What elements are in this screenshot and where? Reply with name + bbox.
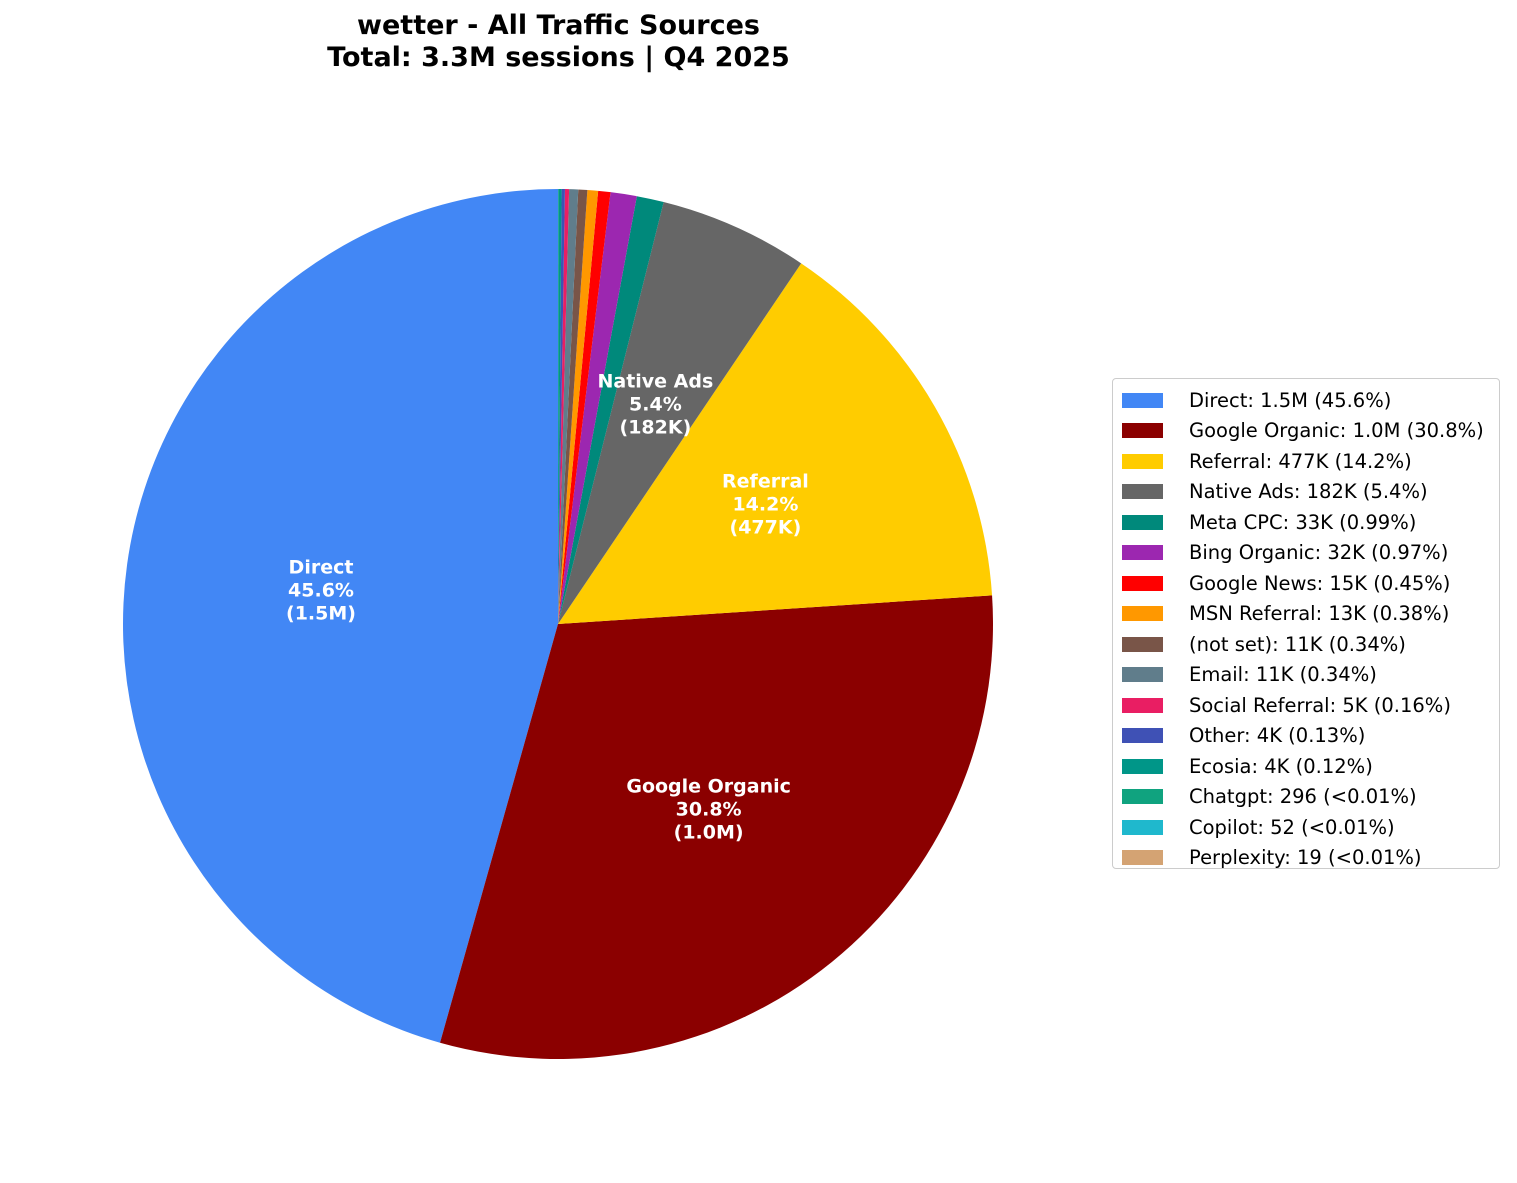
legend-item: Bing Organic: 32K (0.97%)	[1113, 538, 1499, 569]
legend-swatch	[1122, 514, 1163, 530]
legend-item: Native Ads: 182K (5.4%)	[1113, 477, 1499, 508]
chart-title-line1: wetter - All Traffic Sources	[357, 10, 760, 41]
legend-swatch	[1122, 545, 1163, 561]
legend-label: Bing Organic: 32K (0.97%)	[1189, 541, 1449, 565]
legend-swatch	[1122, 667, 1163, 683]
legend-item: Copilot: 52 (<0.01%)	[1113, 812, 1499, 843]
legend-label: Chatgpt: 296 (<0.01%)	[1189, 785, 1417, 809]
legend-swatch	[1122, 819, 1163, 835]
slice-label: Native Ads 5.4% (182K)	[597, 370, 714, 439]
legend-item: Meta CPC: 33K (0.99%)	[1113, 507, 1499, 538]
pie-slice-direct	[122, 189, 558, 1043]
pie-chart	[122, 188, 994, 1059]
pie-slice-other	[558, 189, 565, 625]
legend-item: Chatgpt: 296 (<0.01%)	[1113, 782, 1499, 813]
legend-item: Direct: 1.5M (45.6%)	[1113, 385, 1499, 416]
pie-slice-referral	[558, 263, 993, 624]
slice-label: Direct 45.6% (1.5M)	[286, 556, 356, 625]
legend-label: Ecosia: 4K (0.12%)	[1189, 754, 1373, 778]
legend-label: Google Organic: 1.0M (30.8%)	[1189, 419, 1484, 443]
pie-slice-google-organic	[440, 595, 994, 1059]
slice-label: Google Organic 30.8% (1.0M)	[626, 775, 791, 844]
chart-title: wetter - All Traffic Sources Total: 3.3M…	[0, 10, 1117, 74]
legend-label: Referral: 477K (14.2%)	[1189, 449, 1412, 473]
legend-swatch	[1122, 423, 1163, 439]
legend-swatch	[1122, 850, 1163, 866]
pie-slice-msn-referral	[558, 189, 599, 624]
legend-item: Referral: 477K (14.2%)	[1113, 446, 1499, 477]
legend-swatch	[1122, 789, 1163, 805]
pie-slice-google-news	[558, 190, 611, 624]
legend-swatch	[1122, 636, 1163, 652]
legend-label: Direct: 1.5M (45.6%)	[1189, 388, 1392, 412]
legend-swatch	[1122, 575, 1163, 591]
legend-label: Meta CPC: 33K (0.99%)	[1189, 510, 1417, 534]
legend-item: Ecosia: 4K (0.12%)	[1113, 751, 1499, 782]
legend-label: MSN Referral: 13K (0.38%)	[1189, 602, 1450, 626]
legend-swatch	[1122, 392, 1163, 408]
legend-label: Perplexity: 19 (<0.01%)	[1189, 846, 1422, 870]
pie-slice-native-ads	[558, 202, 802, 624]
legend-item: MSN Referral: 13K (0.38%)	[1113, 599, 1499, 630]
chart-title-line2: Total: 3.3M sessions | Q4 2025	[327, 42, 790, 73]
legend-swatch	[1122, 606, 1163, 622]
legend-label: Google News: 15K (0.45%)	[1189, 571, 1451, 595]
legend-swatch	[1122, 758, 1163, 774]
legend-item: (not set): 11K (0.34%)	[1113, 629, 1499, 660]
legend-label: Social Referral: 5K (0.16%)	[1189, 693, 1451, 717]
legend-label: Native Ads: 182K (5.4%)	[1189, 480, 1428, 504]
pie-slice-email	[558, 189, 579, 624]
legend-label: Email: 11K (0.34%)	[1189, 663, 1377, 687]
pie-slice-meta-cpc	[558, 196, 664, 624]
legend-label: (not set): 11K (0.34%)	[1189, 632, 1406, 656]
pie-slice-not-set	[558, 189, 588, 624]
legend: Direct: 1.5M (45.6%) Google Organic: 1.0M…	[1112, 378, 1500, 869]
legend-item: Perplexity: 19 (<0.01%)	[1113, 843, 1499, 874]
legend-label: Copilot: 52 (<0.01%)	[1189, 815, 1395, 839]
legend-label: Other: 4K (0.13%)	[1189, 724, 1366, 748]
legend-swatch	[1122, 728, 1163, 744]
legend-item: Google News: 15K (0.45%)	[1113, 568, 1499, 599]
legend-item: Email: 11K (0.34%)	[1113, 660, 1499, 691]
legend-item: Other: 4K (0.13%)	[1113, 721, 1499, 752]
slice-label: Referral 14.2% (477K)	[722, 470, 809, 539]
pie-slice-ecosia	[558, 189, 562, 624]
legend-swatch	[1122, 453, 1163, 469]
legend-swatch	[1122, 484, 1163, 500]
pie-slice-social-referral	[558, 189, 570, 625]
pie-slice-bing-organic	[558, 192, 637, 624]
legend-swatch	[1122, 697, 1163, 713]
legend-item: Google Organic: 1.0M (30.8%)	[1113, 416, 1499, 447]
legend-item: Social Referral: 5K (0.16%)	[1113, 690, 1499, 721]
